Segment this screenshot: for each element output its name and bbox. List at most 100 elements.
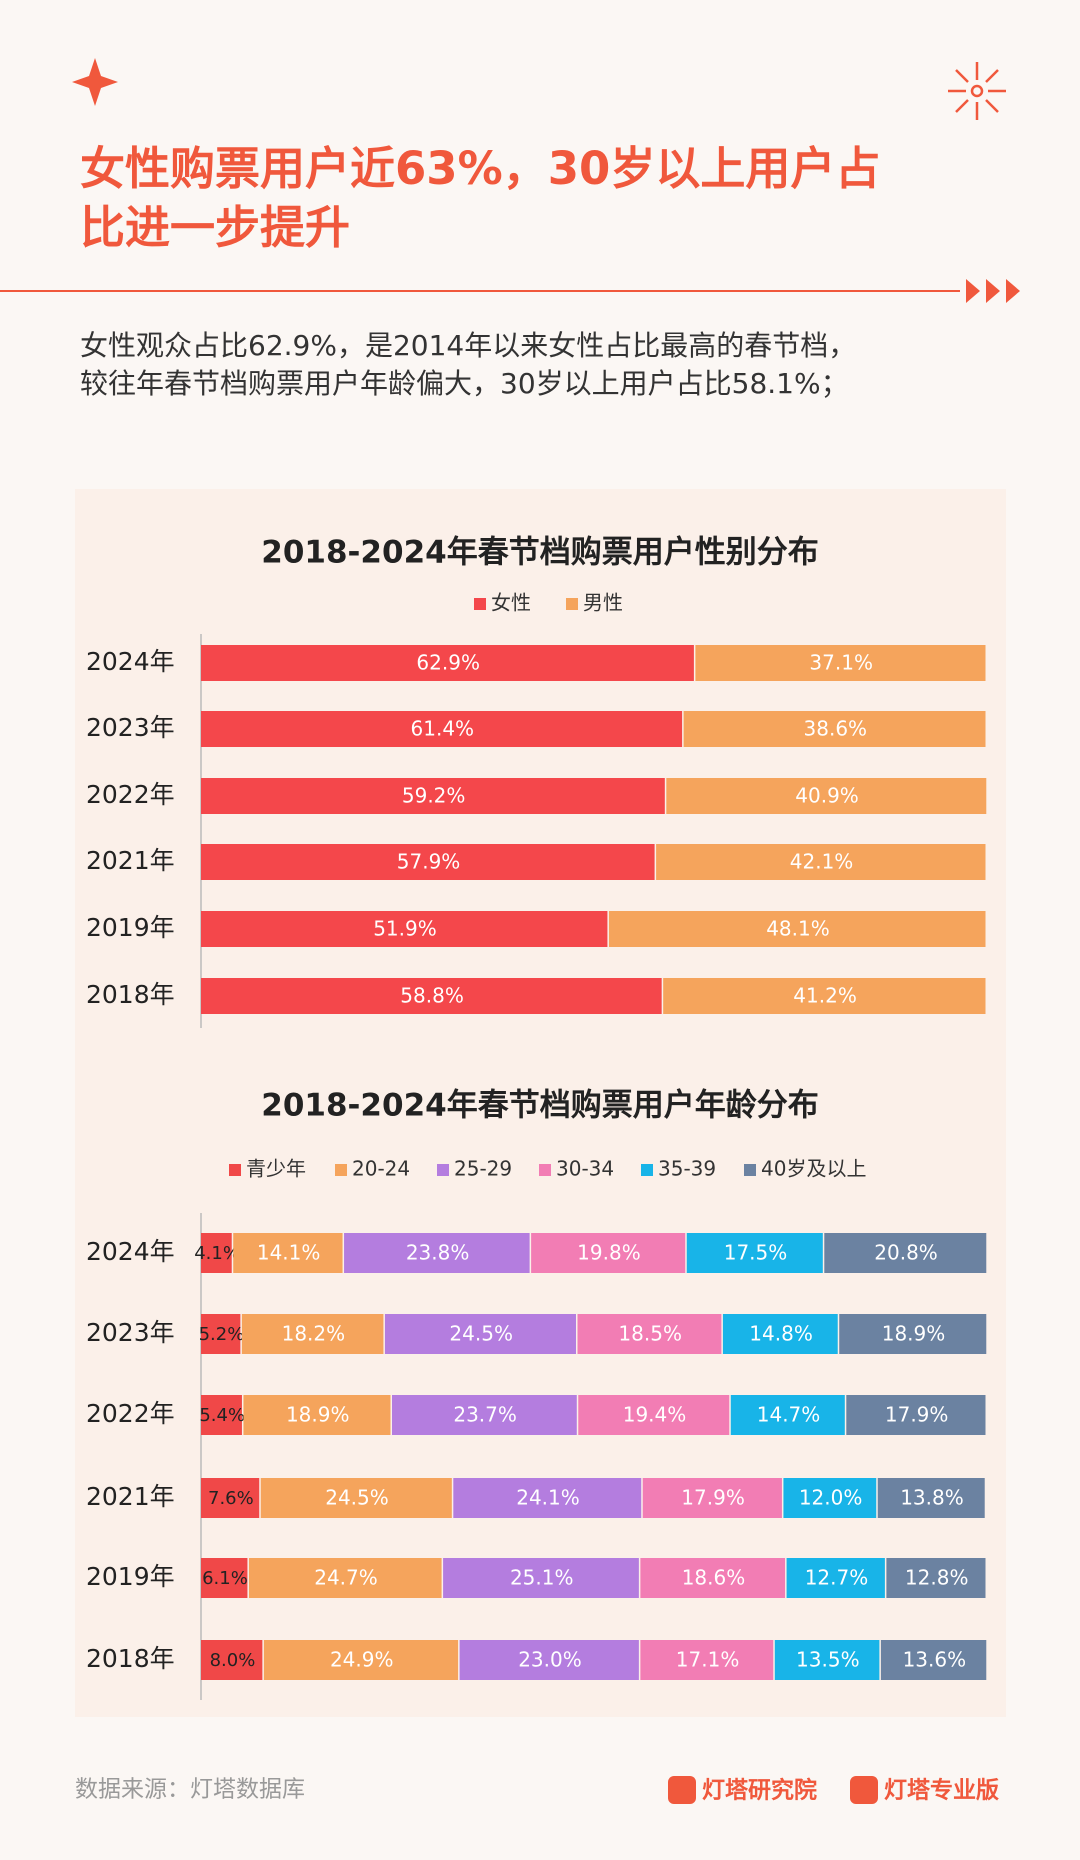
bar-segment bbox=[201, 1558, 248, 1598]
star-icon bbox=[72, 58, 118, 106]
value-label: 18.6% bbox=[682, 1566, 746, 1590]
value-label: 12.7% bbox=[805, 1566, 869, 1590]
bar-segment bbox=[459, 1640, 639, 1680]
value-label: 5.2% bbox=[199, 1324, 245, 1345]
bar-segment bbox=[663, 978, 986, 1014]
legend-swatch bbox=[539, 1164, 551, 1176]
value-label: 6.1% bbox=[202, 1568, 248, 1589]
legend-label: 40岁及以上 bbox=[761, 1157, 866, 1181]
bar-segment bbox=[730, 1395, 845, 1435]
bar-segment bbox=[683, 711, 986, 747]
arrow-icons bbox=[966, 279, 1020, 303]
bar-segment bbox=[201, 1395, 242, 1435]
bar-segment bbox=[453, 1478, 642, 1518]
bar-segment bbox=[656, 844, 986, 880]
value-label: 24.5% bbox=[449, 1322, 513, 1346]
bar-segment bbox=[578, 1395, 730, 1435]
value-label: 7.6% bbox=[208, 1488, 254, 1509]
category-label: 2023年 bbox=[86, 713, 175, 742]
source: 数据来源：灯塔数据库 bbox=[75, 1777, 305, 1803]
value-label: 5.4% bbox=[199, 1405, 245, 1426]
value-label: 62.9% bbox=[416, 651, 480, 675]
bar-segment bbox=[846, 1395, 986, 1435]
legend-label: 30-34 bbox=[556, 1157, 614, 1181]
value-label: 8.0% bbox=[210, 1650, 256, 1671]
value-label: 14.1% bbox=[257, 1241, 321, 1265]
category-label: 2024年 bbox=[86, 1237, 175, 1266]
legend-swatch bbox=[744, 1164, 756, 1176]
logo-icon bbox=[668, 1776, 696, 1804]
category-label: 2018年 bbox=[86, 1644, 175, 1673]
legend-swatch bbox=[335, 1164, 347, 1176]
value-label: 37.1% bbox=[809, 651, 873, 675]
category-label: 2019年 bbox=[86, 1562, 175, 1591]
value-label: 14.7% bbox=[757, 1403, 821, 1427]
category-label: 2021年 bbox=[86, 846, 175, 875]
category-label: 2018年 bbox=[86, 980, 175, 1009]
bar-segment bbox=[201, 911, 608, 947]
bar-segment bbox=[839, 1314, 987, 1354]
value-label: 25.1% bbox=[510, 1566, 574, 1590]
bar-segment bbox=[695, 645, 986, 681]
chart-title: 2018-2024年春节档购票用户年龄分布 bbox=[261, 1088, 818, 1124]
bar-segment bbox=[877, 1478, 985, 1518]
bar-segment bbox=[201, 778, 665, 814]
value-label: 41.2% bbox=[793, 984, 857, 1008]
value-label: 13.6% bbox=[903, 1648, 967, 1672]
value-label: 18.2% bbox=[282, 1322, 346, 1346]
value-label: 17.9% bbox=[885, 1403, 949, 1427]
bar-segment bbox=[201, 978, 662, 1014]
bar-segment bbox=[608, 911, 986, 947]
value-label: 61.4% bbox=[411, 717, 475, 741]
bar-segment bbox=[233, 1233, 343, 1273]
value-label: 17.1% bbox=[676, 1648, 740, 1672]
value-label: 19.8% bbox=[577, 1241, 641, 1265]
value-label: 51.9% bbox=[373, 917, 437, 941]
legend-swatch bbox=[566, 598, 578, 610]
value-label: 24.5% bbox=[325, 1486, 389, 1510]
legend-swatch bbox=[641, 1164, 653, 1176]
logo-text: 灯塔专业版 bbox=[884, 1777, 999, 1804]
value-label: 24.1% bbox=[516, 1486, 580, 1510]
title-line: 比进一步提升 bbox=[80, 201, 350, 254]
value-label: 17.5% bbox=[724, 1241, 788, 1265]
bar-segment bbox=[201, 1478, 260, 1518]
bar-segment bbox=[531, 1233, 686, 1273]
logo-text: 灯塔研究院 bbox=[702, 1777, 817, 1804]
bar-segment bbox=[241, 1314, 384, 1354]
bar-segment bbox=[443, 1558, 639, 1598]
bar-segment bbox=[201, 1314, 241, 1354]
bar-segment bbox=[384, 1314, 576, 1354]
bar-segment bbox=[640, 1640, 774, 1680]
value-label: 17.9% bbox=[681, 1486, 745, 1510]
bar-segment bbox=[786, 1558, 885, 1598]
category-label: 2022年 bbox=[86, 1399, 175, 1428]
legend-label: 25-29 bbox=[454, 1157, 512, 1181]
value-label: 40.9% bbox=[795, 784, 859, 808]
legend-swatch bbox=[474, 598, 486, 610]
legend-label: 女性 bbox=[491, 591, 531, 615]
bar-segment bbox=[686, 1233, 823, 1273]
value-label: 20.8% bbox=[874, 1241, 938, 1265]
legend-swatch bbox=[229, 1164, 241, 1176]
value-label: 58.8% bbox=[400, 984, 464, 1008]
value-label: 13.5% bbox=[796, 1648, 860, 1672]
value-label: 13.8% bbox=[900, 1486, 964, 1510]
firework-icon bbox=[948, 62, 1006, 120]
bar-segment bbox=[260, 1478, 452, 1518]
value-label: 14.8% bbox=[749, 1322, 813, 1346]
category-label: 2021年 bbox=[86, 1482, 175, 1511]
bar-segment bbox=[722, 1314, 838, 1354]
subtitle-line: 女性观众占比62.9%，是2014年以来女性占比最高的春节档， bbox=[80, 329, 856, 362]
bar-segment bbox=[201, 711, 683, 747]
bar-segment bbox=[783, 1478, 877, 1518]
bar-segment bbox=[201, 1233, 232, 1273]
logo-icon bbox=[850, 1776, 878, 1804]
value-label: 4.1% bbox=[194, 1243, 240, 1264]
category-label: 2024年 bbox=[86, 647, 175, 676]
category-label: 2022年 bbox=[86, 780, 175, 809]
legend-label: 男性 bbox=[583, 591, 623, 615]
value-label: 24.9% bbox=[330, 1648, 394, 1672]
value-label: 18.9% bbox=[882, 1322, 946, 1346]
